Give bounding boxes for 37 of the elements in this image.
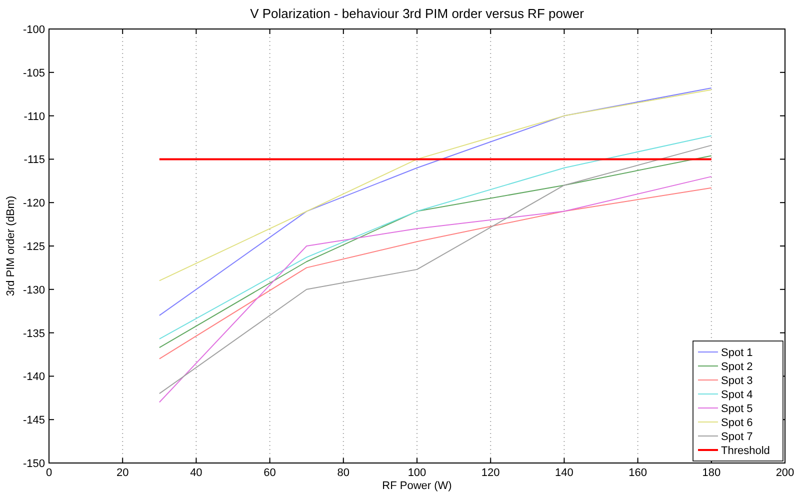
x-tick-label: 140 (555, 467, 574, 479)
y-tick-label: -130 (22, 284, 45, 296)
legend-label: Spot 5 (721, 403, 753, 415)
y-tick-label: -150 (22, 458, 45, 470)
legend-label: Spot 4 (721, 389, 753, 401)
y-tick-label: -140 (22, 371, 45, 384)
x-tick-label: 60 (264, 467, 276, 479)
y-tick-label: -145 (22, 414, 45, 427)
y-tick-label: -120 (22, 198, 45, 210)
line-series (158, 187, 712, 360)
line-series (158, 89, 712, 282)
line-series (158, 176, 712, 403)
y-tick-label: -115 (24, 154, 45, 166)
legend-label: Spot 7 (721, 431, 753, 443)
line-series (158, 88, 712, 316)
x-tick-label: 120 (481, 467, 500, 479)
legend-label: Spot 3 (721, 375, 753, 387)
y-tick-label: -105 (22, 67, 45, 80)
x-tick-label: 200 (776, 467, 794, 479)
legend-label: Spot 1 (721, 347, 753, 359)
x-tick-label: 180 (702, 467, 721, 479)
x-tick-label: 100 (408, 467, 426, 479)
y-axis-title: 3rd PIM order (dBm) (5, 196, 17, 296)
chart-title: V Polarization - behaviour 3rd PIM order versus RF power (250, 6, 585, 21)
x-tick-label: 80 (337, 467, 350, 479)
y-tick-label: -135 (22, 328, 45, 340)
legend-label: Threshold (721, 445, 770, 457)
x-tick-label: 40 (190, 467, 202, 479)
x-tick-label: 0 (46, 467, 52, 479)
y-tick-label: -110 (24, 110, 45, 123)
legend-label: Spot 6 (721, 417, 753, 429)
y-tick-label: -125 (22, 241, 45, 253)
x-axis-title: RF Power (W) (382, 480, 452, 492)
x-tick-label: 20 (116, 467, 129, 479)
x-tick-label: 160 (628, 467, 647, 479)
y-tick-label: -100 (22, 24, 45, 36)
legend-label: Spot 2 (721, 361, 753, 373)
